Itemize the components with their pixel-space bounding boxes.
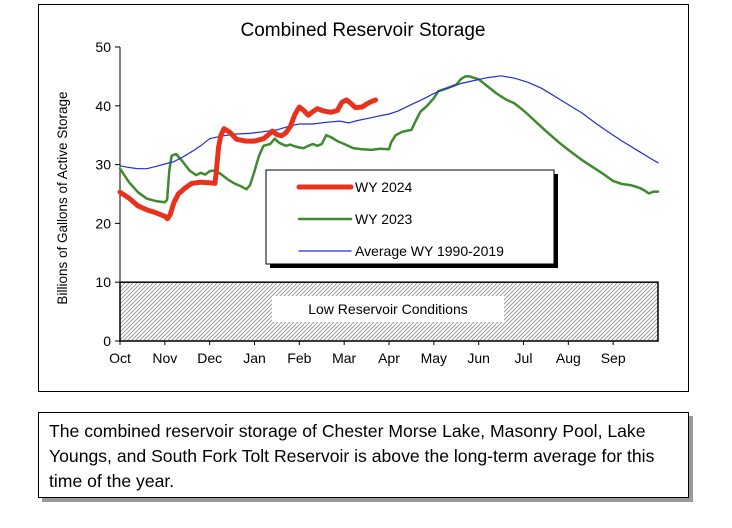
x-tick-label-dec: Dec (197, 350, 222, 366)
x-tick-label-nov: Nov (152, 350, 177, 366)
y-tick-label-20: 20 (95, 215, 111, 231)
x-tick-label-sep: Sep (601, 350, 626, 366)
legend-label-wy-2023: WY 2023 (355, 211, 413, 227)
reservoir-chart: Combined Reservoir Storage Billions of G… (55, 20, 660, 366)
legend-label-average-wy-1990-2019: Average WY 1990-2019 (355, 243, 504, 259)
plot-area: Low Reservoir Conditions 0 10 20 30 40 50 Oct No… (95, 39, 660, 366)
y-tick-label-10: 10 (95, 274, 111, 290)
y-tick-label-40: 40 (95, 98, 111, 114)
low-reservoir-label: Low Reservoir Conditions (308, 301, 468, 317)
x-tick-label-jun: Jun (467, 350, 490, 366)
x-tick-label-may: May (421, 350, 447, 366)
series-line-wy-2023 (118, 75, 660, 204)
x-tick-label-jan: Jan (243, 350, 266, 366)
legend-label-wy-2024: WY 2024 (355, 179, 413, 195)
legend: WY 2024 WY 2023 Average WY 1990-2019 (265, 169, 558, 268)
y-axis-label: Billions of Gallons of Active Storage (55, 91, 70, 304)
y-tick-label-50: 50 (95, 39, 111, 55)
chart-frame: Combined Reservoir Storage Billions of G… (38, 4, 689, 392)
caption-text: The combined reservoir storage of Cheste… (49, 421, 655, 491)
x-tick-label-jul: Jul (515, 350, 533, 366)
series-line-wy-2024 (117, 97, 379, 222)
x-tick-label-mar: Mar (332, 350, 356, 366)
y-tick-label-0: 0 (103, 333, 111, 349)
x-tick-label-oct: Oct (109, 350, 131, 366)
chart-title: Combined Reservoir Storage (240, 20, 485, 41)
series-line-average-wy-1990-2019 (119, 75, 659, 170)
x-tick-label-aug: Aug (556, 350, 581, 366)
caption-box: The combined reservoir storage of Cheste… (38, 412, 689, 498)
x-tick-label-feb: Feb (287, 350, 311, 366)
y-tick-label-30: 30 (95, 157, 111, 173)
low-reservoir-label-bg (272, 296, 504, 322)
x-tick-label-apr: Apr (378, 350, 400, 366)
